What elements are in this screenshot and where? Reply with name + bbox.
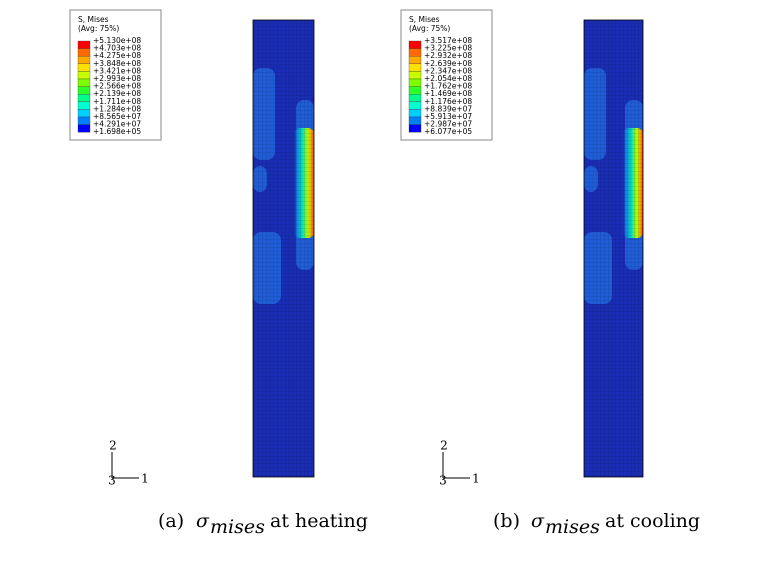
model-outline <box>583 19 644 478</box>
color-band <box>408 71 422 80</box>
triad-label: 2 <box>440 439 448 453</box>
color-band <box>408 94 422 102</box>
legend-label: +4.291e+07 <box>93 120 141 129</box>
color-band <box>408 63 422 72</box>
model-outline <box>252 19 315 478</box>
legend-label: +1.176e+08 <box>424 97 472 106</box>
color-band <box>77 40 91 49</box>
color-band <box>408 78 422 87</box>
legend-label: +2.054e+08 <box>424 74 472 83</box>
legend-subtitle: (Avg: 75%) <box>78 24 119 33</box>
legend-label: +5.913e+07 <box>424 112 472 121</box>
legend-label: +1.698e+05 <box>93 127 141 136</box>
legend-label: +1.284e+08 <box>93 104 141 113</box>
caption-text: at heating <box>270 510 368 532</box>
color-band <box>77 124 91 133</box>
triad-label: 3 <box>108 474 116 488</box>
triad-label: 2 <box>109 439 117 453</box>
legend-title: S, Mises <box>409 15 440 24</box>
triad-label: 1 <box>472 472 480 486</box>
legend-label: +3.848e+08 <box>93 59 141 68</box>
caption-symbol: σ <box>531 510 545 532</box>
caption-label: (a) <box>158 510 184 532</box>
color-band <box>77 101 91 110</box>
triad-label: 1 <box>141 472 149 486</box>
caption-text: at cooling <box>605 510 700 532</box>
legend-label: +1.762e+08 <box>424 82 472 91</box>
color-band <box>77 71 91 80</box>
legend-subtitle: (Avg: 75%) <box>409 24 450 33</box>
color-band <box>77 86 91 95</box>
legend-label: +2.993e+08 <box>93 74 141 83</box>
color-band <box>408 124 422 133</box>
legend-label: +2.639e+08 <box>424 59 472 68</box>
legend-label: +3.517e+08 <box>424 36 472 45</box>
color-band <box>77 78 91 87</box>
color-band <box>408 56 422 64</box>
legend-label: +5.130e+08 <box>93 36 141 45</box>
legend-label: +2.932e+08 <box>424 51 472 60</box>
legend-title: S, Mises <box>78 15 109 24</box>
color-band <box>408 116 422 125</box>
legend-label: +8.565e+07 <box>93 112 141 121</box>
color-band <box>77 109 91 118</box>
legend-label: +3.421e+08 <box>93 66 141 75</box>
color-band <box>77 94 91 102</box>
caption-subscript: mises <box>545 516 600 538</box>
legend-label: +4.703e+08 <box>93 44 141 53</box>
legend-label: +2.987e+07 <box>424 120 472 129</box>
legend-label: +1.711e+08 <box>93 97 141 106</box>
mesh <box>253 20 314 477</box>
legend-label: +3.225e+08 <box>424 44 472 53</box>
color-band <box>408 86 422 95</box>
legend-label: +2.139e+08 <box>93 89 141 98</box>
color-band <box>408 109 422 118</box>
triad-label: 3 <box>439 474 447 488</box>
legend-label: +2.566e+08 <box>93 82 141 91</box>
color-band <box>408 101 422 110</box>
legend-label: +6.077e+05 <box>424 127 472 136</box>
caption-symbol: σ <box>196 510 210 532</box>
color-band <box>77 116 91 125</box>
mesh <box>584 20 643 477</box>
caption-subscript: mises <box>210 516 265 538</box>
color-band <box>77 48 91 57</box>
legend-label: +1.469e+08 <box>424 89 472 98</box>
color-band <box>408 40 422 49</box>
legend-label: +8.839e+07 <box>424 104 472 113</box>
legend-label: +4.275e+08 <box>93 51 141 60</box>
caption-label: (b) <box>493 510 520 532</box>
legend-label: +2.347e+08 <box>424 66 472 75</box>
color-band <box>77 63 91 72</box>
color-band <box>77 56 91 64</box>
color-band <box>408 48 422 57</box>
